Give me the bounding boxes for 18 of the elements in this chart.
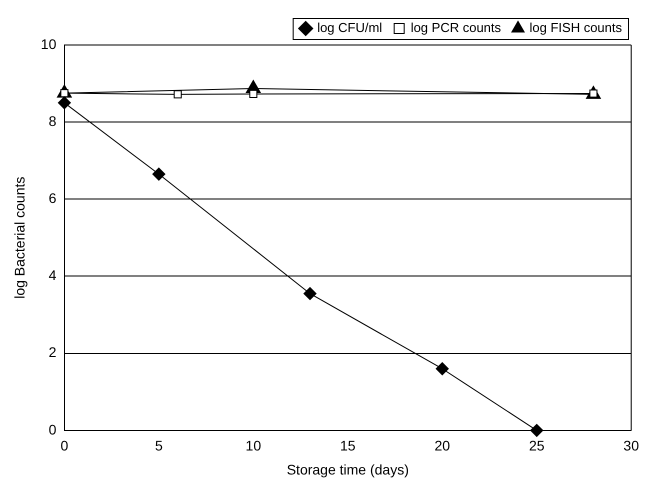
x-tick-label: 10	[246, 438, 262, 454]
legend-label: log CFU/ml	[317, 20, 382, 36]
x-tick-label: 15	[340, 438, 356, 454]
legend-label: log PCR counts	[410, 20, 502, 36]
y-tick-label: 4	[48, 267, 57, 284]
y-axis-title: log Bacterial counts	[11, 176, 28, 299]
y-tick-label: 6	[48, 190, 57, 206]
y-tick-label: 8	[48, 112, 57, 129]
x-tick-label: 25	[528, 438, 545, 454]
x-tick-label: 30	[623, 438, 640, 454]
y-tick-label: 10	[40, 36, 57, 52]
x-axis-title: Storage time (days)	[286, 461, 409, 478]
legend-label: log FISH counts	[530, 20, 622, 36]
x-tick-label: 20	[434, 438, 450, 454]
x-tick-label: 5	[154, 438, 163, 454]
x-tick-label: 0	[60, 438, 68, 454]
y-tick-label: 2	[48, 344, 57, 360]
y-tick-label: 0	[48, 421, 57, 438]
